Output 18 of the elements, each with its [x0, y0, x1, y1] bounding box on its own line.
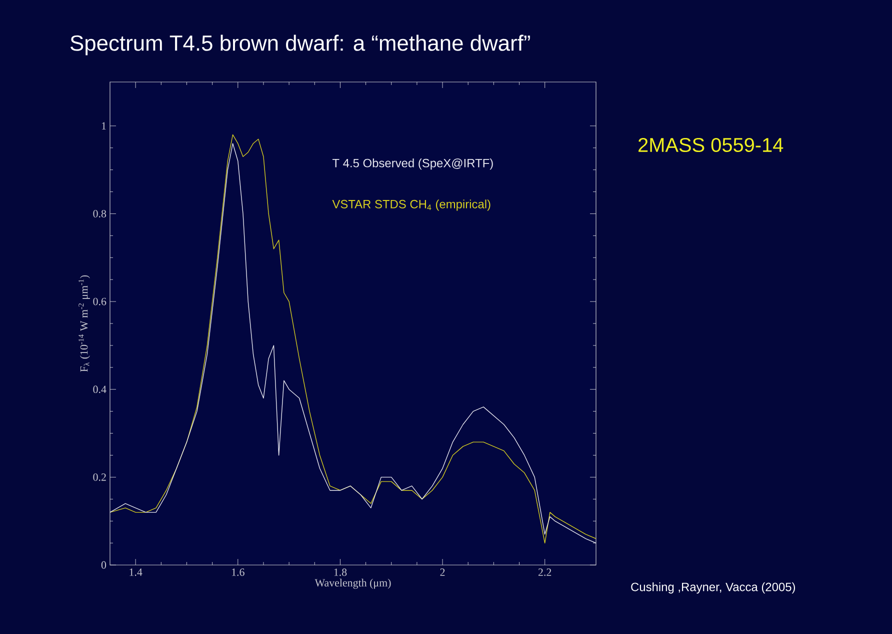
y-tick-label: 1	[102, 122, 106, 130]
x-tick-label: 2.2	[538, 568, 552, 576]
text: F$_{λ}$ (10$^{-14}$ W m$^{-2}$ μm$^{-1}$)	[78, 275, 90, 372]
text: VSTAR STDS CH$_{4}$ (empirical)	[332, 200, 490, 211]
chart-title: Spectrum T4.5 brown dwarf: a “methane dwarf”	[70, 34, 530, 56]
y-tick-label: 0.8	[93, 210, 106, 218]
x-axis-title: Wavelength (μm)	[314, 578, 391, 589]
x-tick-label: 1.4	[130, 568, 142, 576]
text: T 4.5 Observed (SpeX@IRTF)	[332, 158, 493, 170]
y-tick-label: 0	[101, 561, 106, 569]
x-tick-label: 2	[440, 568, 445, 576]
x-tick-label: 1.6	[232, 568, 244, 576]
text: 2MASS 0559-14	[638, 138, 784, 152]
x-tick-label: 1.8	[334, 568, 347, 576]
y-tick-label: 0.6	[93, 298, 106, 306]
text: Cushing ,Rayner, Vacca (2005)	[631, 582, 795, 594]
y-tick-label: 0.4	[93, 386, 106, 394]
y-tick-label: 0.2	[93, 473, 106, 481]
